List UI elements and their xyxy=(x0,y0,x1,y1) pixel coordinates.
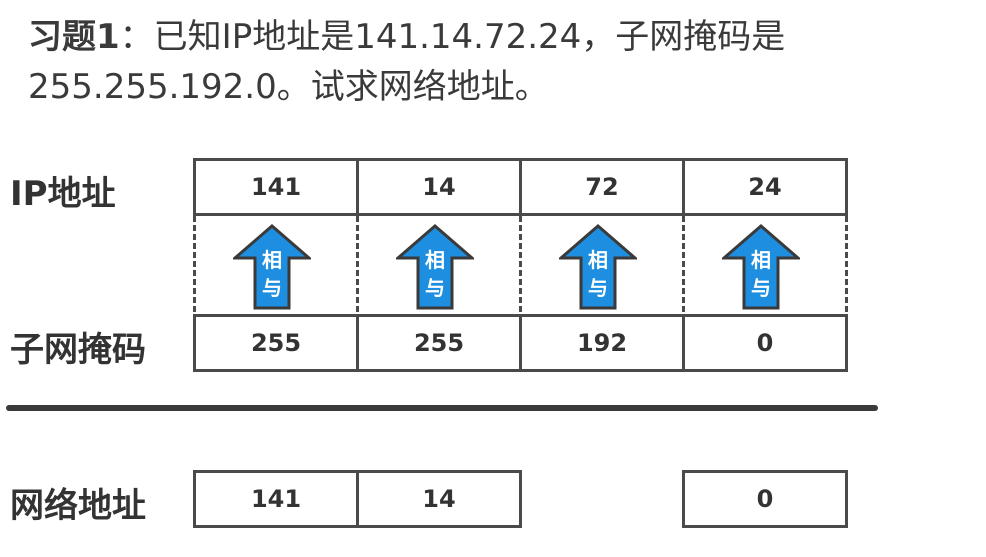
and-label-1: 相 xyxy=(588,248,608,272)
dashed-divider xyxy=(682,216,685,312)
ip-octet-2: 14 xyxy=(356,158,522,216)
network-octet-1: 141 xyxy=(193,470,359,528)
ip-octet-4: 24 xyxy=(682,158,848,216)
mask-octet-3: 192 xyxy=(519,314,685,372)
and-arrow-icon: 相 与 xyxy=(722,224,800,310)
mask-octet-2: 255 xyxy=(356,314,522,372)
and-label-1: 相 xyxy=(262,248,282,272)
dashed-divider xyxy=(845,216,848,312)
result-divider xyxy=(6,405,878,411)
question-body: ：已知IP地址是141.14.72.24，子网掩码是255.255.192.0。… xyxy=(28,17,786,107)
subnet-mask-label: 子网掩码 xyxy=(10,330,146,370)
ip-octet-3: 72 xyxy=(519,158,685,216)
and-label-2: 与 xyxy=(262,276,282,300)
and-label-1: 相 xyxy=(425,248,445,272)
network-octet-4: 0 xyxy=(682,470,848,528)
and-label-2: 与 xyxy=(588,276,608,300)
question-text: 习题1：已知IP地址是141.14.72.24，子网掩码是255.255.192… xyxy=(28,12,958,112)
question-label: 习题1 xyxy=(28,17,120,57)
network-octet-2: 14 xyxy=(356,470,522,528)
dashed-divider xyxy=(193,216,196,312)
and-label-1: 相 xyxy=(751,248,771,272)
and-label-2: 与 xyxy=(425,276,445,300)
dashed-divider xyxy=(356,216,359,312)
and-arrow-icon: 相 与 xyxy=(559,224,637,310)
mask-octet-1: 255 xyxy=(193,314,359,372)
ip-octet-1: 141 xyxy=(193,158,359,216)
mask-octet-4: 0 xyxy=(682,314,848,372)
ip-address-label: IP地址 xyxy=(10,174,116,214)
and-arrow-icon: 相 与 xyxy=(396,224,474,310)
dashed-divider xyxy=(519,216,522,312)
network-address-label: 网络地址 xyxy=(10,486,146,526)
and-label-2: 与 xyxy=(751,276,771,300)
and-arrow-icon: 相 与 xyxy=(233,224,311,310)
